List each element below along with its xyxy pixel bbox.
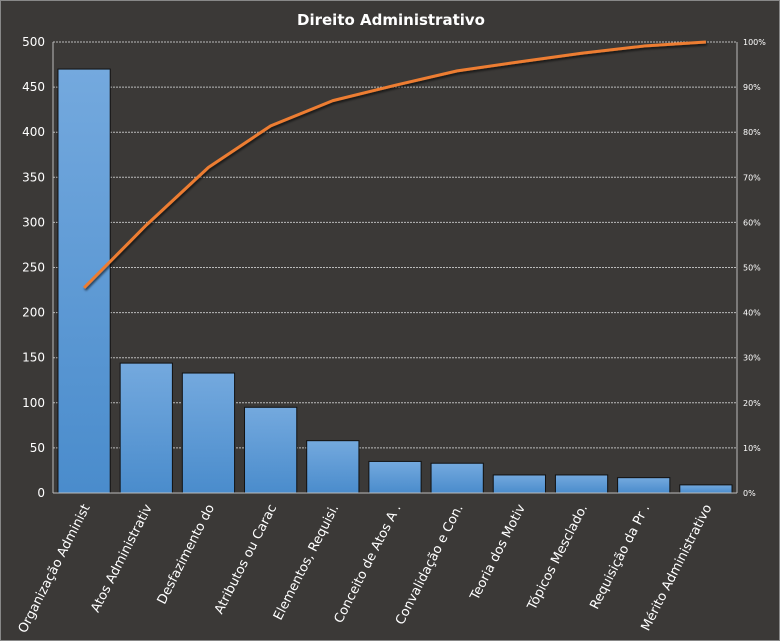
chart-title: Direito Administrativo (297, 11, 485, 29)
x-tick-label: Teoria dos Motiv (467, 502, 529, 604)
bar (492, 474, 546, 494)
bar (554, 474, 609, 494)
y-tick-label: 450 (22, 80, 45, 94)
y-tick-label: 400 (22, 125, 45, 139)
y2-tick-label: 10% (743, 444, 761, 453)
bar (57, 68, 111, 494)
y-tick-label: 300 (22, 215, 45, 229)
y-tick-label: 150 (22, 351, 45, 365)
cumulative-line (83, 40, 707, 289)
x-tick-label: Mérito Administrativo (639, 502, 716, 634)
y2-tick-label: 50% (743, 264, 761, 273)
y-tick-label: 0 (37, 486, 45, 500)
bar (244, 406, 298, 494)
x-tick-label: Convalidação e Con. (393, 502, 467, 627)
x-tick-label: Organização Administ (16, 502, 94, 636)
bar (617, 477, 671, 494)
y2-tick-label: 80% (743, 128, 761, 137)
y2-tick-label: 30% (743, 354, 761, 363)
bar (368, 460, 422, 494)
x-tick-label: Elementos, Requisi. (271, 502, 342, 623)
bar (306, 440, 360, 494)
bar (430, 462, 484, 494)
y2-tick-label: 40% (743, 309, 761, 318)
x-tick-label: Atos Administrativ (88, 502, 156, 615)
y-tick-label: 100 (22, 396, 45, 410)
y2-tick-label: 60% (743, 218, 761, 227)
x-tick-label: Conceito de Atos A . (332, 502, 405, 626)
y-tick-label: 200 (22, 306, 45, 320)
y-tick-label: 250 (22, 261, 45, 275)
bar (181, 372, 236, 494)
y-tick-label: 350 (22, 170, 45, 184)
bar (119, 362, 173, 494)
y-tick-label: 50 (30, 441, 45, 455)
y2-tick-label: 0% (743, 489, 756, 498)
x-tick-label: Atributos ou Carac (212, 502, 280, 617)
y2-tick-label: 70% (743, 173, 761, 182)
x-tick-label: Tópicos Mesclado. (524, 502, 591, 613)
x-tick-label: Desfazimento do (155, 502, 218, 607)
y2-tick-label: 20% (743, 399, 761, 408)
y2-tick-label: 90% (743, 83, 761, 92)
y-tick-label: 500 (22, 35, 45, 49)
x-tick-label: Requisição da Pr . (587, 502, 653, 612)
bar (679, 484, 733, 494)
y2-tick-label: 100% (743, 38, 766, 47)
